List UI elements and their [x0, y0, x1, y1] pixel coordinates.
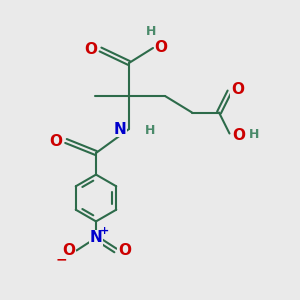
Text: N: N [114, 122, 127, 136]
Text: +: + [100, 226, 109, 236]
Text: O: O [50, 134, 62, 148]
Text: O: O [85, 42, 98, 57]
Text: N: N [90, 230, 102, 245]
Text: O: O [118, 243, 131, 258]
Text: H: H [249, 128, 260, 142]
Text: H: H [145, 124, 155, 137]
Text: H: H [146, 25, 157, 38]
Text: O: O [62, 243, 75, 258]
Text: O: O [232, 128, 245, 142]
Text: −: − [55, 252, 67, 266]
Text: O: O [231, 82, 244, 98]
Text: O: O [154, 40, 167, 56]
